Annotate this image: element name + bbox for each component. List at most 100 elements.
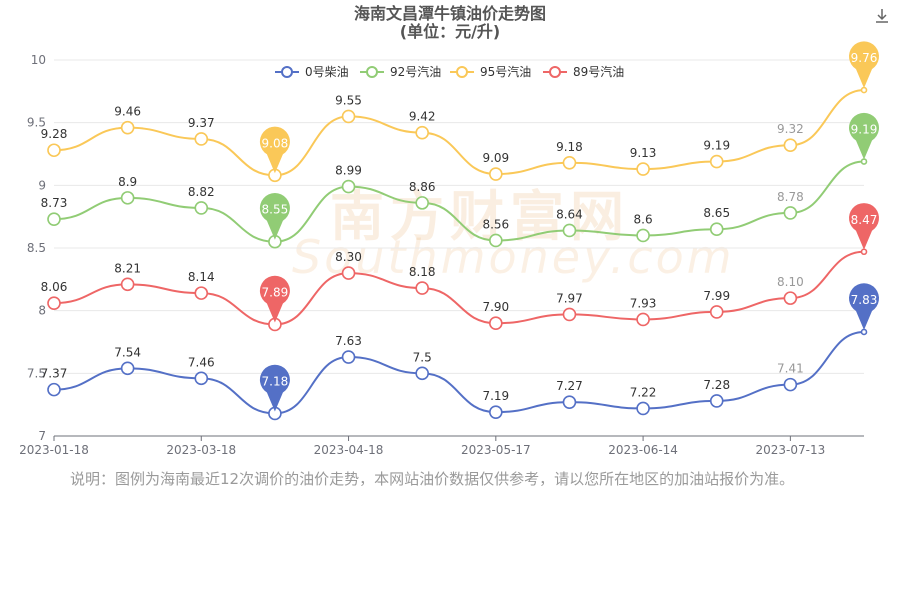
data-point (120, 191, 135, 205)
data-point (783, 377, 798, 392)
data-point (120, 361, 135, 376)
download-icon[interactable] (872, 6, 892, 26)
data-point (341, 266, 356, 280)
series-line (53, 160, 865, 243)
data-point (860, 86, 868, 94)
data-label: 7.37 (41, 367, 68, 381)
watermark-cn: 南方财富网 (330, 185, 630, 248)
data-point (47, 382, 61, 397)
y-tick-label: 8.5 (27, 241, 46, 255)
data-point (636, 401, 650, 416)
data-point (341, 109, 356, 124)
min-marker (259, 126, 290, 174)
data-label: 8.14 (188, 270, 215, 284)
data-point (120, 277, 135, 292)
data-point (489, 233, 503, 248)
x-tick-label: 2023-07-13 (755, 443, 825, 457)
data-point (415, 196, 429, 210)
min-marker-label: 9.08 (262, 136, 289, 150)
data-label: 8.73 (41, 196, 68, 210)
data-label: 8.82 (188, 185, 215, 199)
data-point (709, 222, 724, 236)
data-label: 9.32 (777, 122, 804, 136)
data-label: 7.63 (335, 334, 362, 348)
data-point (47, 143, 61, 158)
min-marker (259, 364, 290, 412)
data-label: 9.18 (556, 140, 583, 154)
data-label: 8.56 (482, 217, 509, 231)
data-point (636, 312, 650, 327)
data-label: 9.42 (409, 110, 436, 124)
data-label: 8.06 (41, 280, 68, 294)
data-point (120, 120, 135, 135)
data-point (341, 179, 356, 194)
max-marker-label: 8.47 (851, 213, 878, 227)
chart-title: 海南文昌潭牛镇油价走势图 (353, 4, 546, 23)
data-point (489, 405, 503, 419)
data-point (415, 281, 429, 295)
min-marker-label: 8.55 (262, 203, 289, 217)
max-marker (849, 203, 879, 250)
max-marker-label: 9.19 (851, 123, 878, 137)
data-label: 8.9 (118, 175, 137, 189)
max-marker-label: 7.83 (851, 293, 878, 307)
data-point (709, 394, 724, 408)
data-label: 7.90 (482, 300, 509, 314)
y-tick-label: 7.5 (27, 366, 46, 380)
data-label: 9.46 (114, 105, 141, 119)
data-point (783, 206, 798, 220)
data-point (341, 350, 356, 364)
x-tick-label: 2023-03-18 (166, 443, 236, 457)
data-point (415, 366, 429, 381)
legend-marker (549, 66, 561, 78)
data-point (860, 158, 868, 165)
y-tick-label: 7 (38, 429, 46, 443)
x-tick-label: 2023-05-17 (461, 443, 531, 457)
series-line (53, 330, 865, 415)
data-label: 8.30 (335, 250, 362, 264)
max-marker-label: 9.76 (851, 51, 878, 65)
data-label: 9.37 (188, 116, 215, 130)
data-point (709, 154, 724, 169)
legend-marker (366, 66, 378, 78)
data-label: 8.86 (409, 180, 436, 194)
data-label: 8.10 (777, 275, 804, 289)
data-label: 7.28 (703, 378, 730, 392)
max-marker (849, 283, 879, 330)
y-tick-label: 10 (31, 53, 46, 67)
chart-subtitle: (单位：元/升) (399, 22, 501, 41)
data-label: 8.99 (335, 164, 362, 178)
data-label: 8.18 (409, 265, 436, 279)
y-tick-label: 9.5 (27, 116, 46, 130)
data-label: 8.65 (703, 206, 730, 220)
data-point (194, 201, 209, 215)
data-label: 8.64 (556, 207, 583, 221)
data-label: 8.78 (777, 190, 804, 204)
legend-marker (456, 66, 468, 78)
x-tick-label: 2023-06-14 (608, 443, 678, 457)
data-point (562, 155, 577, 170)
legend-label: 95号汽油 (480, 64, 531, 79)
data-label: 7.41 (777, 362, 804, 376)
min-marker (259, 193, 290, 240)
data-label: 7.5 (413, 350, 432, 364)
data-point (489, 316, 503, 331)
y-tick-label: 9 (38, 178, 46, 192)
data-label: 7.54 (114, 345, 141, 359)
max-marker (849, 112, 879, 160)
legend-marker (281, 66, 293, 78)
min-marker-label: 7.89 (262, 285, 289, 299)
min-marker-label: 7.18 (262, 374, 289, 388)
data-label: 9.09 (482, 151, 509, 165)
data-point (562, 223, 577, 238)
min-marker (259, 275, 290, 323)
series-line (53, 250, 865, 326)
data-point (636, 162, 650, 176)
data-point (783, 138, 798, 153)
data-label: 7.46 (188, 355, 215, 369)
data-label: 9.55 (335, 93, 362, 107)
data-label: 8.6 (634, 212, 653, 226)
data-point (860, 248, 868, 256)
